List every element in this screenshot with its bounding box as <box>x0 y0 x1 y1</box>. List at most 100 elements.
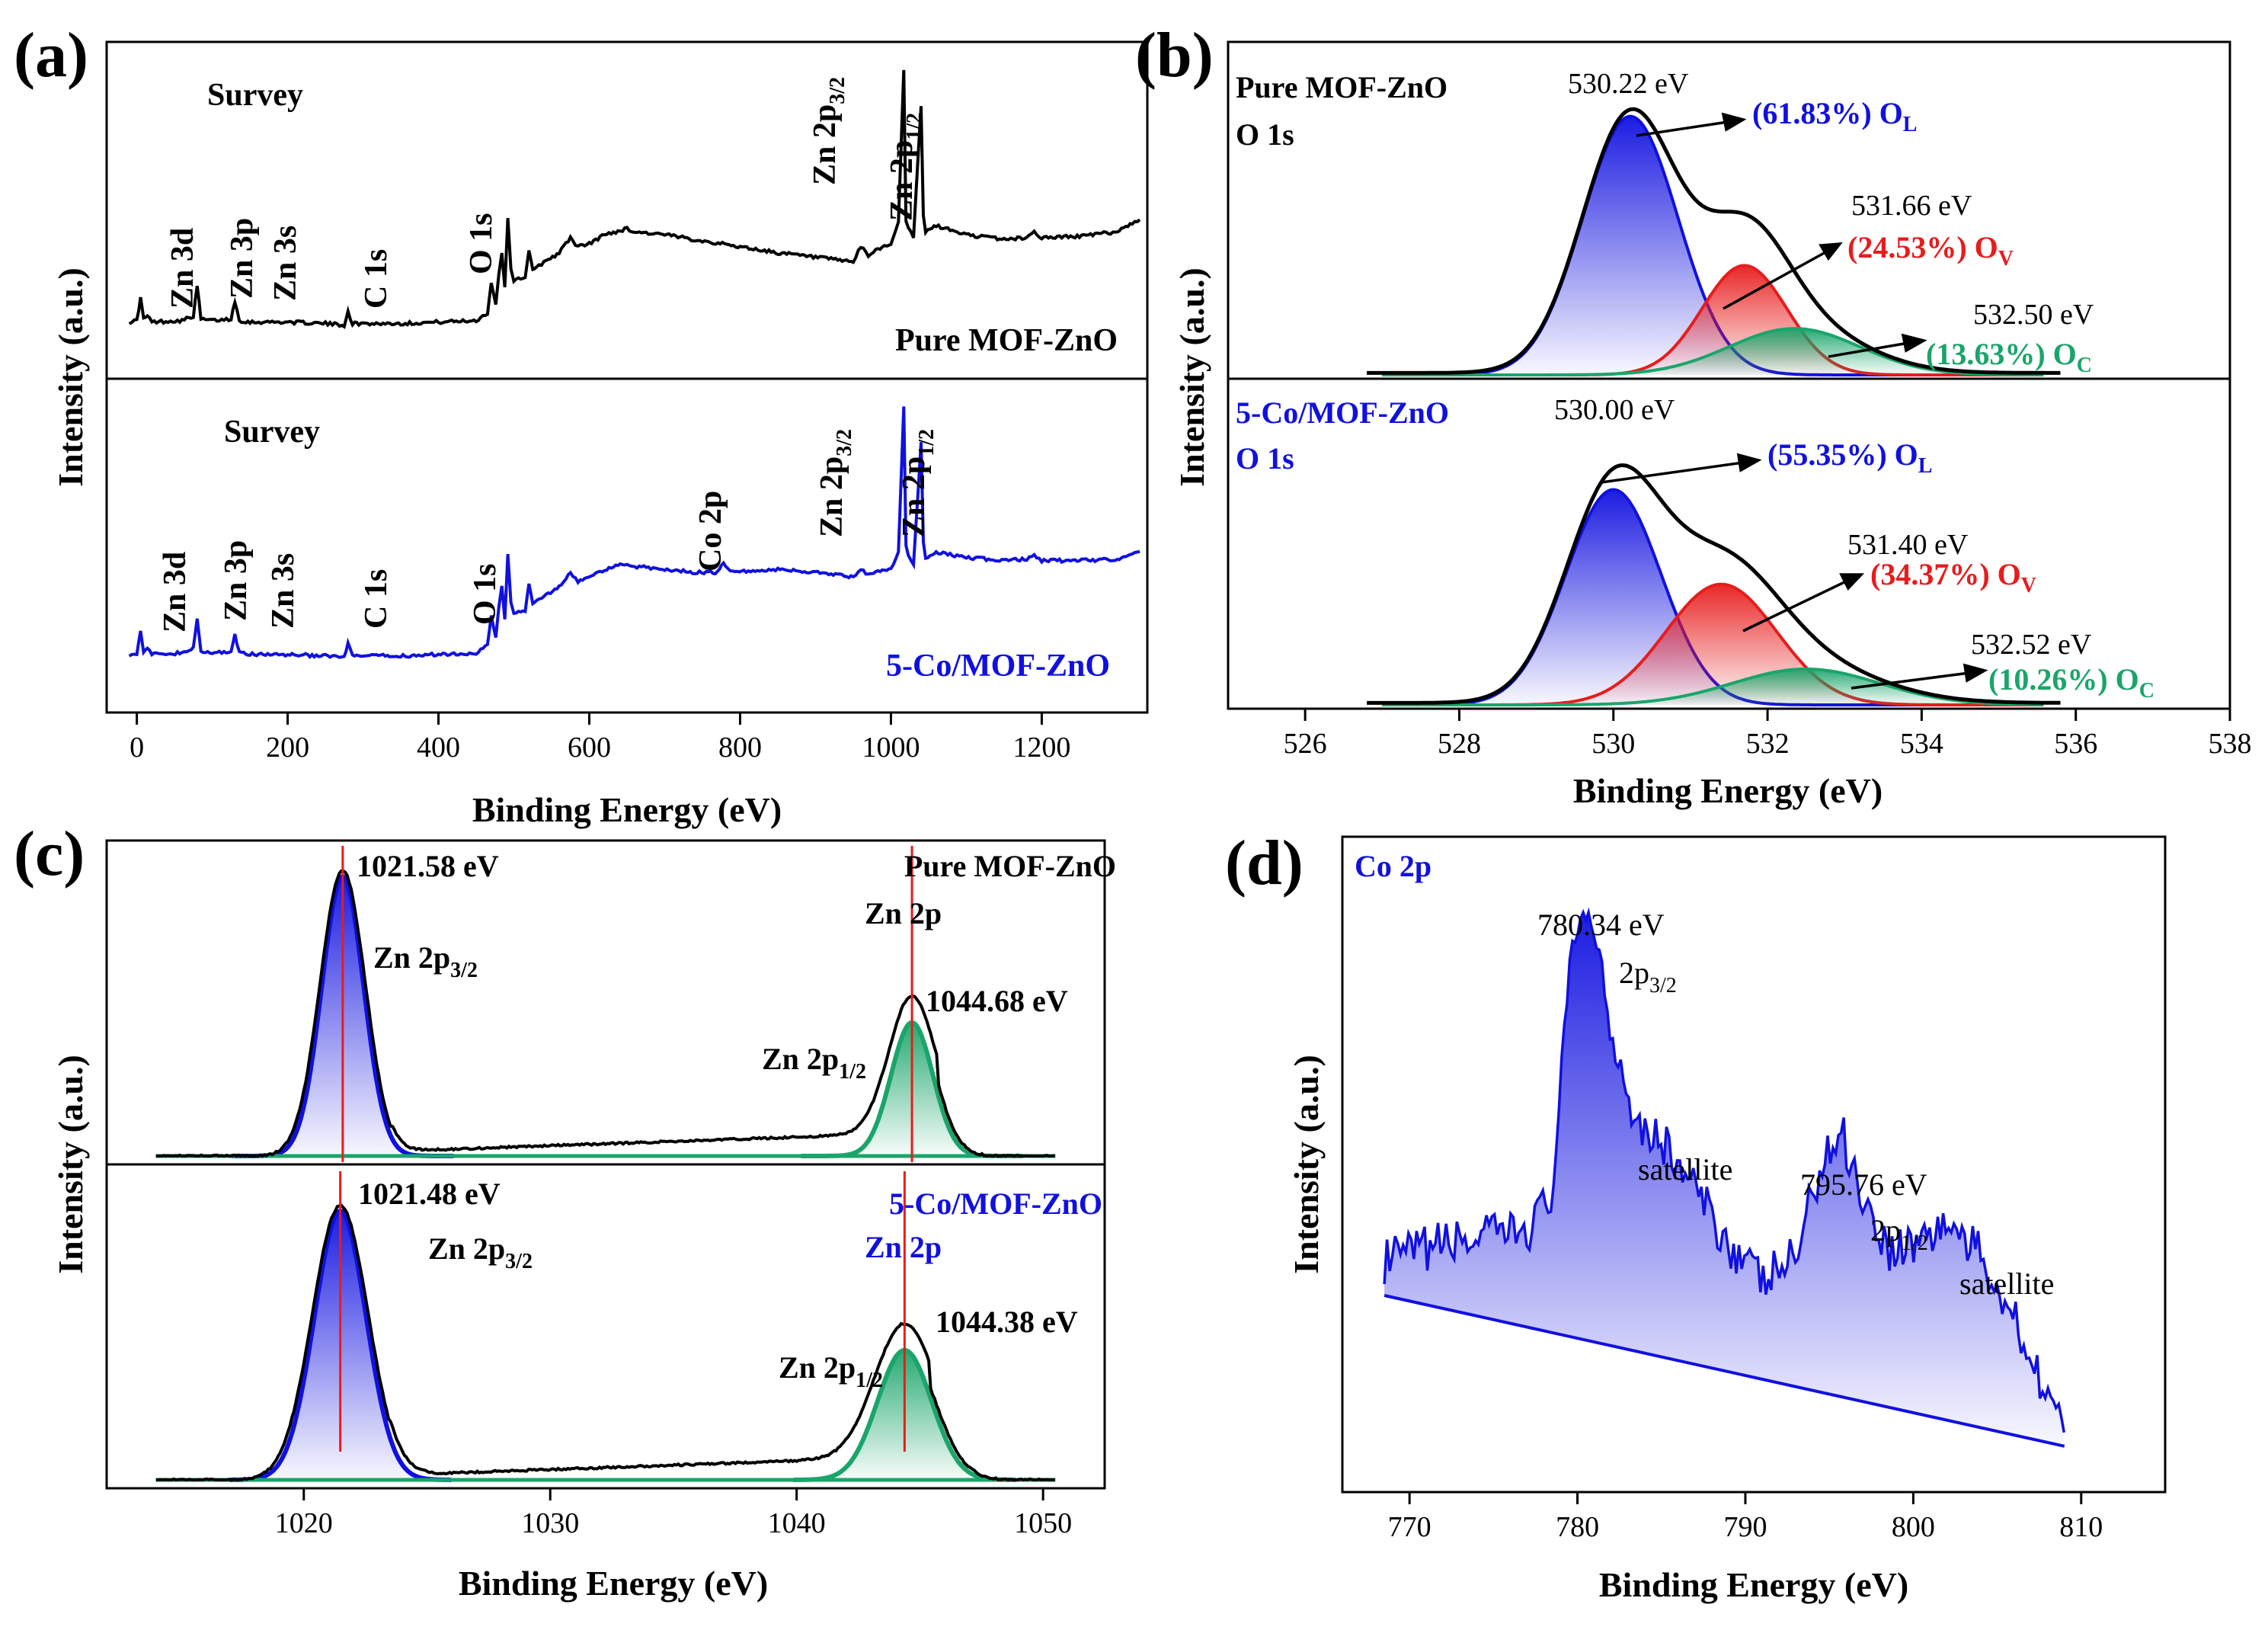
d-ann-ev-2: 795.76 eV <box>1800 1167 1927 1202</box>
survey-line-5co <box>128 406 1140 659</box>
label-o1s-top: O 1s <box>464 213 499 274</box>
panel-a-top-title: Survey <box>207 78 303 113</box>
panel-a-xlabel: Binding Energy (eV) <box>472 790 782 829</box>
d-ann-ev-1: 780.34 eV <box>1537 908 1665 942</box>
c-top-ev-2: 1044.68 eV <box>926 984 1068 1018</box>
panel-b-bottom-plot <box>1367 463 2061 706</box>
panel-a-ticklabel-1200: 1200 <box>1012 732 1070 764</box>
panel-b-ticklabel-534: 534 <box>1900 728 1943 760</box>
d-ann-sat-2: satellite <box>1959 1267 2054 1301</box>
panel-c-bottom-title-1: 5-Co/MOF-ZnO <box>889 1186 1102 1221</box>
label-zn2p32-bottom: Zn 2p3/2 <box>814 429 856 537</box>
panel-c-ticklabel-1030: 1030 <box>521 1507 579 1539</box>
panel-d-title: Co 2p <box>1355 849 1431 883</box>
panel-d-ticklabel-780: 780 <box>1556 1511 1599 1543</box>
b-top-ev-ol: 530.22 eV <box>1568 68 1689 100</box>
b-envelope-0 <box>1367 107 2061 375</box>
panel-c-ylabel: Intensity (a.u.) <box>51 1055 90 1274</box>
panel-d-xaxis: 770 780 790 800 810 <box>1388 1492 2103 1543</box>
arrowhead-b-bot-oc <box>1963 663 1988 683</box>
panel-d-frame <box>1341 835 2167 1494</box>
panel-b: (b) 526 528 530 532 534 536 538 Intensity (a.u… <box>1135 20 2252 810</box>
b-comp-line-1-2 <box>1382 667 2044 706</box>
panel-b-xaxis: 526 528 530 532 534 536 538 <box>1284 709 2252 760</box>
arrow-b-bot-oc <box>1851 671 1970 690</box>
arrowhead-b-top-ol <box>1721 112 1747 132</box>
b-bot-ev-ov: 531.40 eV <box>1847 529 1969 561</box>
panel-b-top-plot <box>1367 107 2061 376</box>
label-zn3d-bottom: Zn 3d <box>158 552 193 632</box>
b-comp-fill-1-2 <box>1382 668 2046 705</box>
panel-c-ticklabel-1020: 1020 <box>275 1507 333 1539</box>
arrowhead-b-bot-ov <box>1839 573 1865 591</box>
b-comp-fill-1-1 <box>1382 584 2046 705</box>
panel-d-ylabel: Intensity (a.u.) <box>1287 1055 1326 1274</box>
d-ann-sat-1: satellite <box>1638 1152 1732 1186</box>
label-zn3d-top: Zn 3d <box>165 228 200 309</box>
label-c1s-bottom: C 1s <box>359 569 394 629</box>
panel-d-ticklabel-800: 800 <box>1892 1511 1935 1543</box>
b-bot-ev-oc: 532.52 eV <box>1971 629 2092 661</box>
panel-c-top-title-2: Zn 2p <box>865 896 942 930</box>
label-zn3s-bottom: Zn 3s <box>266 553 301 629</box>
panel-a-ticklabel-1000: 1000 <box>862 732 920 764</box>
panel-b-ticklabel-526: 526 <box>1284 728 1327 760</box>
panel-b-top-title-1: Pure MOF-ZnO <box>1236 70 1447 104</box>
b-top-ev-oc: 532.50 eV <box>1973 299 2094 331</box>
c-top-ev-1: 1021.58 eV <box>357 849 499 883</box>
panel-a-ticklabel-0: 0 <box>130 732 144 764</box>
panel-a-frame <box>105 40 1149 714</box>
b-top-ev-ov: 531.66 eV <box>1851 190 1972 222</box>
panel-a-ylabel: Intensity (a.u.) <box>51 267 90 487</box>
c-top-comp-12: Zn 2p1/2 <box>762 1042 866 1084</box>
panel-b-frame <box>1227 40 2231 710</box>
panel-label-a: (a) <box>14 20 88 91</box>
d-spectrum-line <box>1383 907 2066 1433</box>
panel-b-top-title-2: O 1s <box>1236 117 1294 152</box>
panel-d-plot <box>1383 907 2066 1448</box>
arrowhead-b-top-oc <box>1901 333 1927 353</box>
panel-b-ticklabel-530: 530 <box>1591 728 1635 760</box>
panel-b-ticklabel-528: 528 <box>1438 728 1481 760</box>
panel-a-ticklabel-600: 600 <box>568 732 611 764</box>
arrow-b-bot-ov <box>1742 579 1848 632</box>
panel-c-ticklabel-1050: 1050 <box>1014 1507 1072 1539</box>
panel-c: (c) 1020 1030 1040 1050 Intensity (a.u.) Bi… <box>14 818 1116 1603</box>
panel-d: (d) 770 780 790 800 810 Intensity (a.u.) Bin… <box>1225 828 2167 1604</box>
d-ann-2p32: 2p3/2 <box>1619 956 1677 998</box>
arrow-b-top-ov <box>1723 250 1828 310</box>
label-zn3p-bottom: Zn 3p <box>219 540 254 621</box>
panel-b-arrows <box>1601 112 1988 690</box>
panel-d-ticklabel-810: 810 <box>2059 1511 2103 1543</box>
label-co2p-bottom: Co 2p <box>693 491 728 572</box>
b-bot-pct-ol: (55.35%) OL <box>1767 437 1932 478</box>
arrow-b-top-oc <box>1828 341 1909 358</box>
panel-a-bottom-legend: 5-Co/MOF-ZnO <box>886 648 1110 684</box>
panel-c-ticklabel-1040: 1040 <box>768 1507 826 1539</box>
label-c1s-top: C 1s <box>359 249 394 309</box>
b-envelope-1 <box>1367 463 2061 705</box>
panel-c-top-plot <box>155 846 1056 1162</box>
panel-a-ticklabel-400: 400 <box>417 732 460 764</box>
panel-a-ticklabel-800: 800 <box>718 732 762 764</box>
label-zn2p32-top: Zn 2p3/2 <box>808 77 849 185</box>
label-zn2p12-top: Zn 2p1/2 <box>884 113 926 221</box>
panel-b-ticklabel-536: 536 <box>2054 728 2097 760</box>
panel-a: (a) 0 200 400 600 800 1000 1200 Intensity (a.u… <box>14 20 1149 829</box>
b-comp-fill-0-2 <box>1382 328 2046 375</box>
d-background-line <box>1384 1294 2065 1448</box>
b-comp-fill-0-1 <box>1382 265 2046 375</box>
panel-b-bottom-title-1: 5-Co/MOF-ZnO <box>1236 395 1449 430</box>
panel-b-ticklabel-538: 538 <box>2209 728 2252 760</box>
label-zn3p-top: Zn 3p <box>225 218 260 299</box>
b-bot-pct-ov: (34.37%) OV <box>1870 557 2036 597</box>
panel-b-xlabel: Binding Energy (eV) <box>1573 771 1883 810</box>
panel-d-xlabel: Binding Energy (eV) <box>1599 1565 1908 1604</box>
panel-c-xaxis: 1020 1030 1040 1050 <box>275 1488 1072 1539</box>
panel-a-ticklabel-200: 200 <box>266 732 309 764</box>
survey-line-pure <box>128 69 1141 329</box>
panel-label-b: (b) <box>1135 20 1214 91</box>
panel-a-xaxis: 0 200 400 600 800 1000 1200 <box>130 713 1070 764</box>
panel-b-ylabel: Intensity (a.u.) <box>1172 267 1211 487</box>
